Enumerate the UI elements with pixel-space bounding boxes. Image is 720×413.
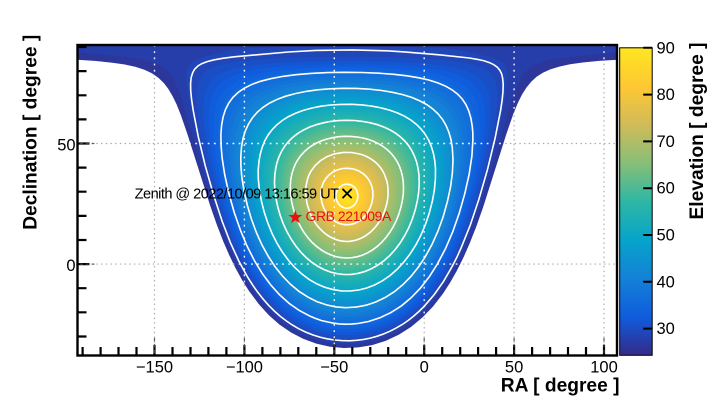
svg-text:−50: −50: [320, 358, 348, 376]
svg-text:Elevation [ degree ]: Elevation [ degree ]: [687, 43, 708, 220]
svg-text:Declination [ degree ]: Declination [ degree ]: [20, 35, 41, 230]
svg-text:100: 100: [590, 358, 618, 376]
svg-text:30: 30: [657, 320, 675, 338]
svg-text:80: 80: [657, 86, 675, 104]
svg-text:70: 70: [657, 133, 675, 151]
svg-text:40: 40: [657, 273, 675, 291]
svg-text:−100: −100: [226, 358, 263, 376]
svg-text:0: 0: [66, 257, 75, 275]
svg-text:60: 60: [657, 180, 675, 198]
svg-text:GRB 221009A: GRB 221009A: [306, 208, 392, 224]
svg-text:0: 0: [420, 358, 429, 376]
svg-text:−150: −150: [136, 358, 173, 376]
svg-text:RA [ degree ]: RA [ degree ]: [501, 376, 620, 397]
svg-text:50: 50: [57, 137, 75, 155]
svg-text:Zenith @ 2022/10/09 13:16:59 U: Zenith @ 2022/10/09 13:16:59 UT: [135, 187, 339, 203]
svg-text:50: 50: [657, 227, 675, 245]
svg-text:90: 90: [657, 39, 675, 57]
svg-text:50: 50: [505, 358, 523, 376]
